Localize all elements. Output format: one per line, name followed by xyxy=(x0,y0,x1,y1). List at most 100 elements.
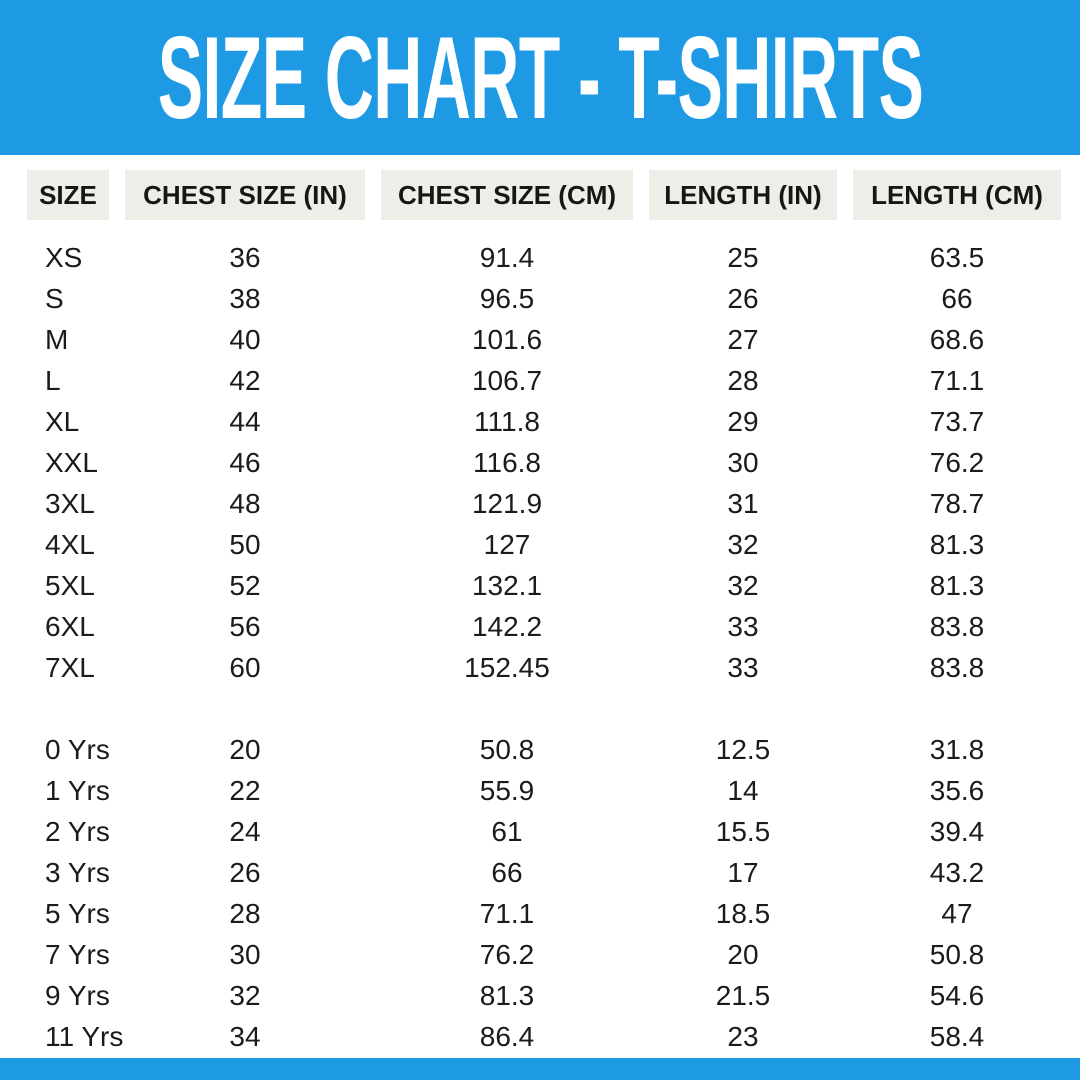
cell-size-label: 7XL xyxy=(45,652,95,683)
cell-measurement-value: 55.9 xyxy=(479,775,535,806)
cell-measurement-value: 116.8 xyxy=(473,447,541,478)
cell-measurement-value: 29 xyxy=(727,406,759,437)
table-row: 5 Yrs 28 71.1 18.5 47 xyxy=(0,893,1080,934)
cell-size-label: 6XL xyxy=(45,611,95,642)
cell-measurement-value: 68.6 xyxy=(929,324,985,355)
cell-measurement-value: 127 xyxy=(483,529,531,560)
table-row: 0 Yrs 20 50.8 12.5 31.8 xyxy=(0,729,1080,770)
cell-measurement-value: 83.8 xyxy=(929,652,985,683)
cell-measurement-value: 73.7 xyxy=(929,406,985,437)
table-row: 2 Yrs 24 61 15.5 39.4 xyxy=(0,811,1080,852)
cell-measurement-value: 47 xyxy=(941,898,973,929)
cell-measurement-value: 32 xyxy=(727,529,759,560)
cell-measurement-value: 81.3 xyxy=(929,529,985,560)
cell-measurement-value: 39.4 xyxy=(929,816,985,847)
column-header-chest-cm: CHEST SIZE (CM) xyxy=(381,170,633,220)
table-row: L 42 106.7 28 71.1 xyxy=(0,360,1080,401)
cell-measurement-value: 33 xyxy=(727,611,759,642)
table-row: 7XL 60 152.45 33 83.8 xyxy=(0,647,1080,688)
table-row: 5XL 52 132.1 32 81.3 xyxy=(0,565,1080,606)
table-row: S 38 96.5 26 66 xyxy=(0,278,1080,319)
cell-measurement-value: 28 xyxy=(229,898,261,929)
cell-measurement-value: 44 xyxy=(229,406,261,437)
cell-measurement-value: 40 xyxy=(229,324,261,355)
cell-measurement-value: 27 xyxy=(727,324,759,355)
cell-measurement-value: 63.5 xyxy=(929,242,985,273)
cell-measurement-value: 32 xyxy=(727,570,759,601)
cell-measurement-value: 22 xyxy=(229,775,261,806)
cell-measurement-value: 66 xyxy=(491,857,523,888)
cell-size-label: M xyxy=(45,324,69,355)
table-body: XS 36 91.4 25 63.5 S 38 96.5 26 66 M 40 101.6 27 68.6 L… xyxy=(0,237,1080,1057)
cell-measurement-value: 71.1 xyxy=(479,898,535,929)
cell-size-label: 7 Yrs xyxy=(45,939,110,970)
cell-measurement-value: 78.7 xyxy=(929,488,985,519)
cell-measurement-value: 96.5 xyxy=(479,283,535,314)
cell-measurement-value: 31 xyxy=(727,488,759,519)
cell-measurement-value: 20 xyxy=(229,734,261,765)
cell-measurement-value: 66 xyxy=(941,283,973,314)
title-banner: SIZE CHART - T-SHIRTS xyxy=(0,0,1080,155)
column-header-chest-in: CHEST SIZE (IN) xyxy=(125,170,365,220)
cell-measurement-value: 50.8 xyxy=(479,734,535,765)
cell-size-label: 3 Yrs xyxy=(45,857,110,888)
cell-measurement-value: 81.3 xyxy=(929,570,985,601)
column-header-length-in: LENGTH (IN) xyxy=(649,170,837,220)
cell-measurement-value: 152.45 xyxy=(464,652,550,683)
cell-size-label: 1 Yrs xyxy=(45,775,110,806)
cell-size-label: S xyxy=(45,283,64,314)
cell-measurement-value: 91.4 xyxy=(479,242,535,273)
cell-size-label: XL xyxy=(45,406,80,437)
cell-size-label: 0 Yrs xyxy=(45,734,110,765)
cell-measurement-value: 132.1 xyxy=(471,570,543,601)
cell-measurement-value: 17 xyxy=(727,857,759,888)
cell-measurement-value: 28 xyxy=(727,365,759,396)
table-row: 9 Yrs 32 81.3 21.5 54.6 xyxy=(0,975,1080,1016)
cell-measurement-value: 23 xyxy=(727,1021,759,1052)
cell-measurement-value: 60 xyxy=(229,652,261,683)
cell-size-label: 2 Yrs xyxy=(45,816,110,847)
cell-measurement-value: 30 xyxy=(727,447,759,478)
bottom-accent-bar xyxy=(0,1058,1080,1080)
table-row: M 40 101.6 27 68.6 xyxy=(0,319,1080,360)
cell-size-label: L xyxy=(45,365,61,396)
cell-measurement-value: 61 xyxy=(491,816,523,847)
cell-measurement-value: 50 xyxy=(229,529,261,560)
cell-size-label: 11 Yrs xyxy=(45,1021,124,1052)
cell-measurement-value: 32 xyxy=(229,980,261,1011)
table-row: XL 44 111.8 29 73.7 xyxy=(0,401,1080,442)
table-header-row: SIZE CHEST SIZE (IN) CHEST SIZE (CM) LEN… xyxy=(0,170,1080,220)
size-table: SIZE CHEST SIZE (IN) CHEST SIZE (CM) LEN… xyxy=(0,170,1080,1057)
cell-measurement-value: 81.3 xyxy=(479,980,535,1011)
table-row: 3 Yrs 26 66 17 43.2 xyxy=(0,852,1080,893)
cell-measurement-value: 83.8 xyxy=(929,611,985,642)
cell-measurement-value: 58.4 xyxy=(929,1021,985,1052)
cell-measurement-value: 14 xyxy=(727,775,759,806)
cell-size-label: 4XL xyxy=(45,529,95,560)
cell-measurement-value: 36 xyxy=(229,242,261,273)
table-row: 1 Yrs 22 55.9 14 35.6 xyxy=(0,770,1080,811)
table-row: XS 36 91.4 25 63.5 xyxy=(0,237,1080,278)
cell-measurement-value: 30 xyxy=(229,939,261,970)
table-row: 7 Yrs 30 76.2 20 50.8 xyxy=(0,934,1080,975)
cell-measurement-value: 71.1 xyxy=(929,365,985,396)
cell-measurement-value: 26 xyxy=(229,857,261,888)
cell-measurement-value: 43.2 xyxy=(929,857,985,888)
cell-size-label: XXL xyxy=(45,447,98,478)
cell-measurement-value: 21.5 xyxy=(715,980,771,1011)
cell-measurement-value: 31.8 xyxy=(929,734,985,765)
cell-measurement-value: 101.6 xyxy=(471,324,543,355)
cell-size-label: XS xyxy=(45,242,83,273)
page-title: SIZE CHART - T-SHIRTS xyxy=(157,12,923,143)
cell-measurement-value: 142.2 xyxy=(471,611,543,642)
cell-measurement-value: 52 xyxy=(229,570,261,601)
cell-measurement-value: 76.2 xyxy=(929,447,985,478)
cell-measurement-value: 15.5 xyxy=(715,816,771,847)
cell-measurement-value: 56 xyxy=(229,611,261,642)
table-row: XXL 46 116.8 30 76.2 xyxy=(0,442,1080,483)
cell-measurement-value: 18.5 xyxy=(715,898,771,929)
cell-measurement-value: 20 xyxy=(727,939,759,970)
table-row: 3XL 48 121.9 31 78.7 xyxy=(0,483,1080,524)
cell-measurement-value: 33 xyxy=(727,652,759,683)
